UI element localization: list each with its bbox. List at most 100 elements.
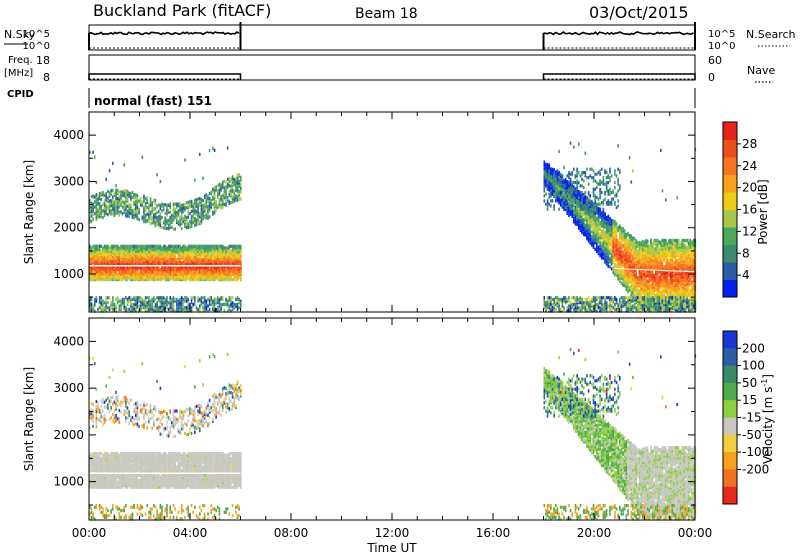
heatmap-cell — [126, 276, 129, 280]
heatmap-cell — [198, 247, 201, 252]
heatmap-cell — [194, 277, 196, 282]
heatmap-cell — [118, 277, 121, 282]
heatmap-cell — [100, 213, 103, 217]
nave-tick-top: 60 — [708, 54, 722, 67]
heatmap-cell — [612, 219, 615, 223]
heatmap-cell — [138, 259, 140, 263]
heatmap-cell — [131, 261, 134, 265]
heatmap-cell — [195, 209, 198, 213]
heatmap-cell — [622, 258, 624, 262]
heatmap-cell — [236, 246, 239, 250]
heatmap-cell — [548, 165, 551, 169]
heatmap-cell — [134, 247, 137, 252]
heatmap-cell — [130, 195, 132, 199]
heatmap-cell — [134, 257, 137, 262]
heatmap-cell — [115, 198, 117, 202]
heatmap-cell — [123, 274, 126, 278]
heatmap-cell — [587, 190, 590, 195]
heatmap-cell — [587, 235, 590, 240]
heatmap-cell — [223, 276, 226, 280]
heatmap-cell — [587, 301, 590, 305]
heatmap-cell — [180, 261, 183, 265]
heatmap-cell — [210, 262, 213, 267]
heatmap-cell — [175, 204, 178, 208]
heatmap-cell — [202, 259, 204, 263]
heatmap-cell — [151, 211, 153, 215]
heatmap-cell — [571, 302, 574, 307]
heatmap-cell — [154, 267, 157, 272]
heatmap-cell — [627, 231, 629, 235]
heatmap-cell — [221, 272, 224, 277]
heatmap-cell — [118, 205, 121, 209]
heatmap-cell — [546, 178, 549, 182]
heatmap-cell — [138, 247, 140, 252]
heatmap-cell — [115, 246, 117, 250]
heatmap-cell — [125, 254, 127, 258]
heatmap-cell — [144, 262, 147, 267]
heatmap-cell — [231, 304, 234, 308]
heatmap-cell — [103, 202, 106, 206]
heatmap-cell — [156, 309, 158, 313]
heatmap-cell — [233, 261, 236, 265]
heatmap-cell — [610, 200, 613, 205]
heatmap-cell — [569, 185, 572, 190]
heatmap-cell — [169, 296, 172, 300]
heatmap-cell — [220, 272, 222, 277]
heatmap-cell — [600, 229, 603, 233]
heatmap-cell — [210, 205, 213, 209]
heatmap-cell — [215, 256, 217, 260]
heatmap-cell — [115, 244, 117, 248]
heatmap-cell — [550, 304, 552, 308]
heatmap-cell — [103, 259, 106, 263]
heatmap-cell — [543, 168, 546, 173]
heatmap-cell — [543, 185, 546, 190]
heatmap-cell — [628, 296, 631, 300]
heatmap-cell — [116, 210, 119, 214]
heatmap-cell — [553, 205, 555, 210]
heatmap-cell — [197, 222, 199, 226]
heatmap-cell — [230, 297, 232, 302]
heatmap-cell — [200, 301, 203, 305]
heatmap-cell — [169, 299, 172, 303]
heatmap-cell — [133, 261, 135, 265]
heatmap-cell — [599, 232, 601, 236]
heatmap-cell — [198, 277, 201, 282]
heatmap-cell — [568, 299, 570, 303]
heatmap-cell — [126, 194, 129, 198]
heatmap-cell — [113, 259, 116, 263]
heatmap-cell — [166, 259, 168, 263]
heatmap-cell — [102, 267, 104, 272]
heatmap-cell — [238, 256, 240, 260]
heatmap-cell — [564, 190, 567, 195]
heatmap-cell — [105, 246, 108, 250]
heatmap-cell — [133, 194, 135, 198]
heatmap-cell — [148, 203, 150, 207]
heatmap-cell — [625, 254, 628, 258]
heatmap-cell — [185, 309, 188, 313]
heatmap-cell — [573, 180, 575, 185]
heatmap-cell — [546, 187, 549, 191]
heatmap-cell — [607, 214, 610, 218]
heatmap-cell — [113, 244, 116, 248]
heatmap-cell — [128, 307, 130, 312]
heatmap-cell — [90, 204, 93, 209]
heatmap-cell — [179, 277, 181, 282]
heatmap-cell — [203, 202, 206, 206]
heatmap-cell — [105, 249, 108, 253]
heatmap-cell — [100, 309, 103, 313]
heatmap-cell — [134, 251, 137, 255]
heatmap-cell — [111, 247, 114, 252]
heatmap-cell — [554, 187, 557, 191]
heatmap-cell — [239, 178, 242, 182]
heatmap-cell — [125, 199, 127, 203]
heatmap-cell — [98, 274, 101, 278]
heatmap-cell — [212, 301, 214, 305]
heatmap-cell — [617, 239, 619, 243]
heatmap-cell — [630, 299, 633, 303]
heatmap-cell — [561, 185, 564, 189]
heatmap-cell — [217, 307, 219, 312]
heatmap-cell — [195, 259, 198, 263]
heatmap-cell — [581, 301, 583, 305]
heatmap-cell — [151, 247, 153, 252]
heatmap-cell — [180, 208, 183, 212]
